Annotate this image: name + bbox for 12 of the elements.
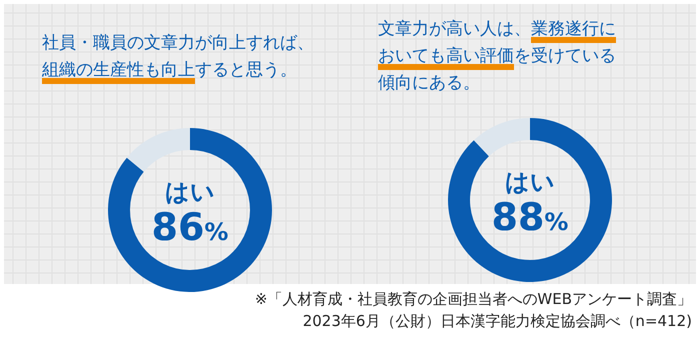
- slice-label: はい: [165, 178, 215, 206]
- donut-slice: [448, 118, 612, 282]
- text: 2023年6月（公財）日本漢字能力検定協会調べ（n=412): [302, 312, 692, 330]
- chart-title: 社員・職員の文章力が向上すれば、組織の生産性も向上すると思う。: [41, 33, 314, 80]
- donut-slice: [108, 128, 272, 292]
- data-label: 88%: [492, 195, 568, 239]
- chart-title: 文章力が高い人は、業務遂行においても高い評価を受けている傾向にある。: [378, 19, 616, 93]
- donut-slice: [126, 128, 190, 172]
- slice-label: はい: [505, 168, 555, 196]
- donut-slice: [474, 118, 530, 156]
- text: ※「人材育成・社員教育の企画担当者へのWEBアンケート調査」: [254, 290, 692, 308]
- data-label: 86%: [152, 205, 228, 249]
